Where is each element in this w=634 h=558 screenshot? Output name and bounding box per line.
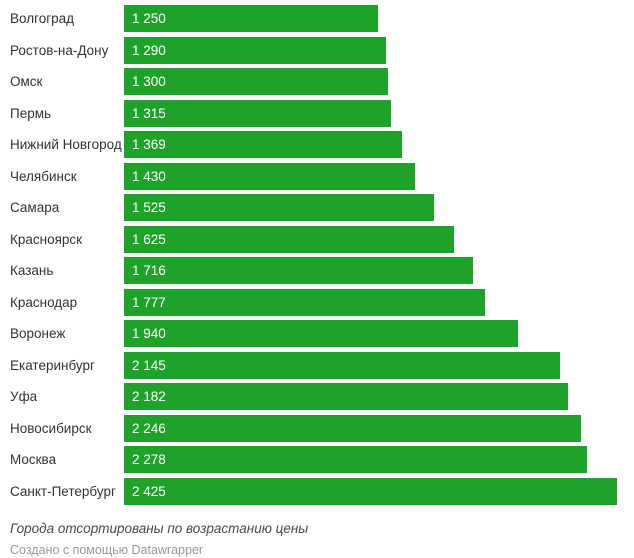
bar-row: Челябинск 1 430	[0, 161, 634, 193]
category-label: Краснодар	[10, 294, 78, 310]
bar-value-label: 1 250	[132, 11, 166, 27]
datawrapper-attribution: Создано с помощью Datawrapper	[10, 543, 204, 557]
bar: 2 145	[124, 351, 561, 379]
bar-value-label: 1 430	[132, 168, 166, 184]
bar-value-label: 1 716	[132, 263, 166, 279]
bar-row: Самара 1 525	[0, 192, 634, 224]
bar-track: 2 425	[124, 477, 617, 505]
category-label: Москва	[10, 452, 57, 468]
category-label: Санкт-Петербург	[10, 483, 116, 499]
bar-track: 1 716	[124, 257, 617, 285]
bar-value-label: 2 145	[132, 357, 166, 373]
bar-track: 1 525	[124, 194, 617, 222]
bar-row: Воронеж 1 940	[0, 318, 634, 350]
bar-row: Пермь 1 315	[0, 98, 634, 130]
bar: 1 940	[124, 320, 519, 348]
bar-track: 1 369	[124, 131, 617, 159]
bar: 1 300	[124, 68, 389, 96]
bar: 1 250	[124, 5, 379, 33]
bar: 1 525	[124, 194, 435, 222]
bar-row: Казань 1 716	[0, 255, 634, 287]
bar-value-label: 1 315	[132, 105, 166, 121]
bar-value-label: 1 777	[132, 294, 166, 310]
bar-track: 2 182	[124, 383, 617, 411]
chart-note: Города отсортированы по возрастанию цены	[10, 521, 309, 536]
bar-value-label: 2 182	[132, 389, 166, 405]
bar-row: Омск 1 300	[0, 66, 634, 98]
bar: 1 777	[124, 288, 486, 316]
category-label: Самара	[10, 200, 60, 216]
category-label: Казань	[10, 263, 54, 279]
bar: 2 182	[124, 383, 568, 411]
bar-value-label: 1 300	[132, 74, 166, 90]
bar-row: Уфа 2 182	[0, 381, 634, 413]
bar-track: 1 430	[124, 162, 617, 190]
bar-value-label: 2 246	[132, 420, 166, 436]
category-label: Екатеринбург	[10, 357, 95, 373]
bar-track: 2 278	[124, 446, 617, 474]
bar-track: 1 250	[124, 5, 617, 33]
bar-row: Краснодар 1 777	[0, 287, 634, 319]
bar-value-label: 1 369	[132, 137, 166, 153]
bar-row: Новосибирск 2 246	[0, 413, 634, 445]
category-label: Ростов-на-Дону	[10, 42, 109, 58]
bar-value-label: 2 278	[132, 452, 166, 468]
bar-value-label: 1 940	[132, 326, 166, 342]
bar-row: Ростов-на-Дону 1 290	[0, 35, 634, 67]
bar-track: 1 940	[124, 320, 617, 348]
bar-track: 2 246	[124, 414, 617, 442]
bar-track: 1 625	[124, 225, 617, 253]
category-label: Воронеж	[10, 326, 66, 342]
bar-track: 2 145	[124, 351, 617, 379]
category-label: Омск	[10, 74, 43, 90]
category-label: Уфа	[10, 389, 38, 405]
category-label: Волгоград	[10, 11, 75, 27]
bar: 1 430	[124, 162, 415, 190]
category-label: Нижний Новгород	[10, 137, 122, 153]
bar-row: Нижний Новгород 1 369	[0, 129, 634, 161]
bar: 1 290	[124, 36, 387, 64]
category-label: Красноярск	[10, 231, 83, 247]
bar-track: 1 290	[124, 36, 617, 64]
bar-row: Волгоград 1 250	[0, 3, 634, 35]
bar: 1 625	[124, 225, 455, 253]
bar: 1 369	[124, 131, 403, 159]
bar: 1 716	[124, 257, 473, 285]
bar: 2 425	[124, 477, 617, 505]
bar-row: Москва 2 278	[0, 444, 634, 476]
bar: 2 246	[124, 414, 581, 442]
bar-value-label: 1 290	[132, 42, 166, 58]
bar-track: 1 300	[124, 68, 617, 96]
bar-row: Санкт-Петербург 2 425	[0, 476, 634, 508]
chart-rows: Волгоград 1 250 Ростов-на-Дону 1 290 Омск 1 3…	[0, 3, 634, 507]
category-label: Новосибирск	[10, 420, 92, 436]
bar-value-label: 2 425	[132, 483, 166, 499]
category-label: Челябинск	[10, 168, 77, 184]
bar: 2 278	[124, 446, 588, 474]
bar-row: Екатеринбург 2 145	[0, 350, 634, 382]
bar-track: 1 777	[124, 288, 617, 316]
bar: 1 315	[124, 99, 392, 127]
bar-value-label: 1 525	[132, 200, 166, 216]
bar-row: Красноярск 1 625	[0, 224, 634, 256]
category-label: Пермь	[10, 105, 52, 121]
bar-value-label: 1 625	[132, 231, 166, 247]
bar-track: 1 315	[124, 99, 617, 127]
